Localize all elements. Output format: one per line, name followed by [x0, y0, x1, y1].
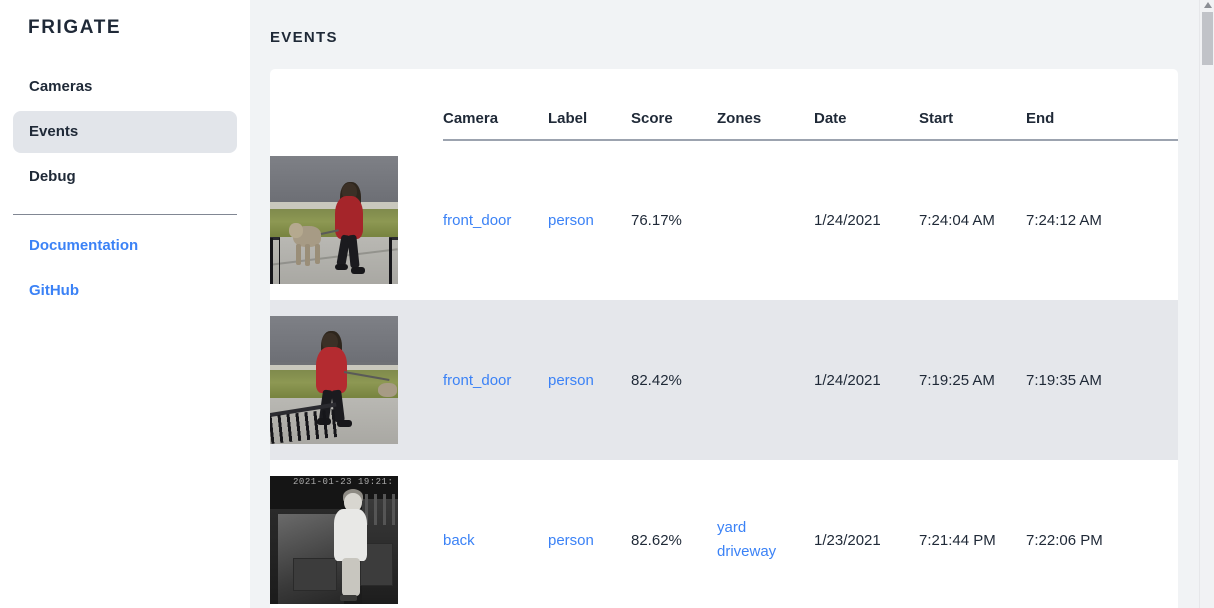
cell-end: 7:24:12 AM: [1026, 212, 1102, 230]
cell-thumbnail[interactable]: [270, 300, 443, 461]
table-row[interactable]: front_door person 76.17% 1/24/2021 7:24:…: [270, 140, 1178, 300]
cell-zones: [717, 300, 814, 461]
column-header-label[interactable]: Label: [548, 69, 631, 142]
event-thumbnail-image[interactable]: 2021-01-23 19:21:44: [270, 476, 398, 605]
zone-link[interactable]: driveway: [717, 543, 777, 561]
camera-link[interactable]: front_door: [443, 371, 512, 389]
cell-label: person: [548, 460, 631, 608]
events-card: Camera Label Score Zones Date Start End: [270, 69, 1178, 608]
thumbnail-timestamp-overlay: 2021-01-23 19:21:44: [293, 477, 393, 488]
cell-date: 1/23/2021: [814, 531, 881, 549]
column-header-zones[interactable]: Zones: [717, 69, 814, 142]
main-content: EVENTS Camera Label Score Zones Date Sta…: [250, 0, 1214, 608]
app-brand-title: FRIGATE: [28, 17, 122, 38]
cell-date: 1/24/2021: [814, 212, 881, 230]
column-header-end[interactable]: End: [1026, 69, 1178, 142]
sidebar-link-documentation[interactable]: Documentation: [29, 236, 139, 254]
events-table-head: Camera Label Score Zones Date Start End: [270, 69, 1178, 142]
page-title: EVENTS: [270, 29, 338, 47]
label-link[interactable]: person: [548, 212, 594, 230]
column-header-date[interactable]: Date: [814, 69, 919, 142]
sidebar-nav: Cameras Events Debug: [0, 66, 250, 198]
table-header-row: Camera Label Score Zones Date Start End: [270, 69, 1178, 142]
vertical-scrollbar[interactable]: [1199, 0, 1214, 608]
table-row[interactable]: front_door person 82.42% 1/24/2021 7:19:…: [270, 300, 1178, 461]
cell-camera: back: [443, 460, 548, 608]
events-table: Camera Label Score Zones Date Start End: [270, 69, 1178, 608]
cell-label: person: [548, 140, 631, 300]
sidebar-link-github[interactable]: GitHub: [29, 281, 79, 299]
column-header-start[interactable]: Start: [919, 69, 1026, 142]
sidebar-item-cameras[interactable]: Cameras: [29, 77, 93, 95]
scroll-up-arrow-icon[interactable]: [1204, 2, 1212, 8]
cell-thumbnail[interactable]: 2021-01-23 19:21:44: [270, 460, 443, 608]
column-header-score[interactable]: Score: [631, 69, 717, 142]
column-header-camera[interactable]: Camera: [443, 69, 548, 142]
cell-camera: front_door: [443, 140, 548, 300]
cell-score: 82.42%: [631, 300, 717, 461]
column-header-thumbnail: [270, 69, 443, 140]
table-row[interactable]: 2021-01-23 19:21:44 back person 82.62% y…: [270, 460, 1178, 608]
sidebar: FRIGATE Cameras Events Debug Documentati…: [0, 0, 250, 608]
cell-end: 7:22:06 PM: [1026, 531, 1103, 549]
cell-date: 1/24/2021: [814, 300, 919, 461]
cell-start: 7:24:04 AM: [919, 212, 995, 230]
sidebar-item-debug[interactable]: Debug: [29, 167, 76, 185]
event-thumbnail-image[interactable]: [270, 156, 398, 285]
cell-label: person: [548, 300, 631, 461]
cell-score: 76.17%: [631, 212, 682, 230]
label-link[interactable]: person: [548, 371, 594, 389]
zone-link[interactable]: yard: [717, 519, 747, 537]
scrollbar-thumb[interactable]: [1202, 12, 1213, 65]
label-link[interactable]: person: [548, 531, 594, 549]
cell-end: 7:19:35 AM: [1026, 300, 1178, 461]
cell-zones: [717, 140, 814, 300]
cell-thumbnail[interactable]: [270, 140, 443, 300]
events-table-body: front_door person 76.17% 1/24/2021 7:24:…: [270, 140, 1178, 608]
cell-camera: front_door: [443, 300, 548, 461]
sidebar-external-links: Documentation GitHub: [0, 225, 250, 312]
cell-start: 7:21:44 PM: [919, 531, 996, 549]
event-thumbnail-image[interactable]: [270, 316, 398, 445]
cell-zones: yard driveway: [717, 460, 814, 608]
cell-start: 7:19:25 AM: [919, 300, 1026, 461]
cell-score: 82.62%: [631, 531, 682, 549]
sidebar-divider: [13, 213, 237, 215]
camera-link[interactable]: back: [443, 531, 475, 549]
sidebar-item-events[interactable]: Events: [13, 110, 237, 153]
camera-link[interactable]: front_door: [443, 212, 512, 230]
